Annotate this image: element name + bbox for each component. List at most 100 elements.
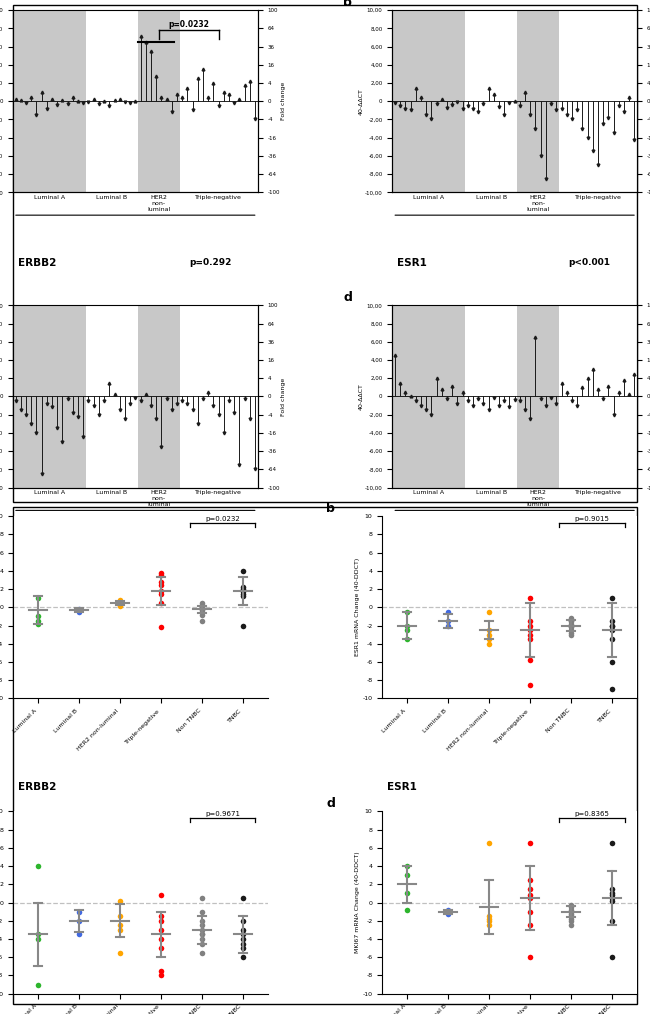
Text: PGR: PGR [18,554,42,563]
Point [114,922,125,938]
Text: p<0.001: p<0.001 [569,258,610,267]
Point [607,618,618,634]
Point [197,598,207,614]
Point [566,909,577,925]
Point [114,592,125,608]
Point [197,890,207,907]
Point [197,936,207,952]
Point [114,909,125,925]
Point [525,887,536,903]
Point [607,836,618,852]
Point [566,618,577,634]
Point [197,600,207,617]
Point [197,603,207,620]
Point [32,931,43,947]
Text: ESR1: ESR1 [397,258,427,268]
Point [525,881,536,897]
Point [607,881,618,897]
Point [73,903,84,920]
Text: p=0.8365: p=0.8365 [575,811,609,817]
Point [238,940,248,956]
Bar [138,305,179,488]
Point [114,597,125,613]
Point [566,615,577,632]
Point [197,612,207,629]
Point [607,654,618,670]
Point [402,885,412,901]
Point [607,913,618,929]
Point [607,618,618,634]
Point [156,963,166,980]
Point [566,620,577,636]
Point [32,927,43,943]
Point [566,625,577,641]
Text: p=0.0232: p=0.0232 [168,20,209,28]
Point [156,577,166,593]
Point [607,631,618,647]
Y-axis label: Fold change: Fold change [281,82,286,121]
Text: p=0.9671: p=0.9671 [205,811,240,817]
Point [566,612,577,629]
Point [156,565,166,581]
Text: b: b [326,502,335,515]
Point [607,892,618,909]
Bar [517,305,559,488]
Text: b: b [343,0,352,8]
Point [156,594,166,610]
Point [525,918,536,934]
Point [402,858,412,874]
Bar [13,10,86,193]
Y-axis label: Fold change: Fold change [281,377,286,416]
Point [484,603,494,620]
Point [525,903,536,920]
Point [566,622,577,638]
Point [156,931,166,947]
Point [566,903,577,920]
Point [484,627,494,643]
Point [484,918,494,934]
Point [525,627,536,643]
Point [525,631,536,647]
Point [402,622,412,638]
Point [156,568,166,584]
Point [32,608,43,625]
Point [32,858,43,874]
Point [525,590,536,606]
Point [156,922,166,938]
Point [443,603,453,620]
Point [197,596,207,612]
Bar [393,305,465,488]
Point [484,913,494,929]
Point [114,945,125,961]
Text: ERBB2: ERBB2 [18,783,57,792]
Point [443,618,453,634]
Point [566,901,577,918]
Point [238,936,248,952]
Point [525,949,536,965]
Text: MKI67: MKI67 [397,554,434,563]
Text: p=0.9015: p=0.9015 [575,516,609,522]
Point [73,601,84,618]
Text: B: B [16,522,27,536]
Text: p<0.001: p<0.001 [569,554,610,562]
Point [525,872,536,888]
Point [484,622,494,638]
Point [238,949,248,965]
Point [238,927,248,943]
Point [197,945,207,961]
Point [238,922,248,938]
Point [197,597,207,613]
Point [197,922,207,938]
Point [566,627,577,643]
Point [566,618,577,634]
Point [156,574,166,590]
Text: A: A [16,20,27,34]
Point [197,927,207,943]
Point [32,590,43,606]
Point [114,594,125,610]
Point [525,890,536,907]
Point [607,612,618,629]
Point [402,631,412,647]
Y-axis label: MKI67 mRNA Change (40-DDCT): MKI67 mRNA Change (40-DDCT) [355,852,360,953]
Point [238,586,248,602]
